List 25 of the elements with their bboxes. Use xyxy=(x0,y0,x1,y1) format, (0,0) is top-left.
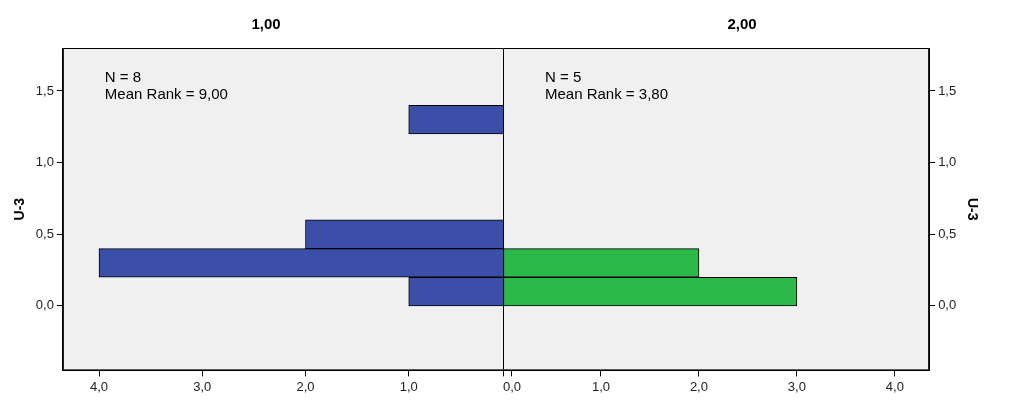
y-axis-title: U-3 xyxy=(11,197,28,221)
x-tick-label: 2,0 xyxy=(689,378,708,394)
x-tick-label: 3,0 xyxy=(787,378,806,394)
y-tick-label: 1,0 xyxy=(35,154,54,170)
y-tick-label: 0,5 xyxy=(35,225,54,241)
y-axis-title: U-3 xyxy=(964,197,981,221)
x-tick-label: 4,0 xyxy=(885,378,904,394)
annotation: N = 8 xyxy=(104,67,142,85)
x-tick-label: 4,0 xyxy=(89,378,109,394)
y-tick-label: 1,0 xyxy=(938,154,957,170)
y-tick-label: 0,0 xyxy=(938,297,957,313)
annotation: Mean Rank = 9,00 xyxy=(104,84,228,102)
chart-title: 2,00 xyxy=(727,15,757,33)
y-tick-label: 0,5 xyxy=(938,225,957,241)
annotation: Mean Rank = 3,80 xyxy=(545,84,668,102)
y-tick-label: 0,0 xyxy=(35,297,54,313)
y-tick-label: 1,5 xyxy=(35,82,54,98)
x-tick-label: 0,0 xyxy=(502,378,521,394)
y-tick-label: 1,5 xyxy=(938,82,957,98)
x-tick-label: 1,0 xyxy=(399,378,418,394)
annotation: N = 5 xyxy=(545,67,582,85)
x-tick-label: 3,0 xyxy=(193,378,212,394)
x-tick-label: 1,0 xyxy=(591,378,610,394)
x-tick-label: 2,0 xyxy=(296,378,315,394)
chart-title: 1,00 xyxy=(251,15,281,33)
